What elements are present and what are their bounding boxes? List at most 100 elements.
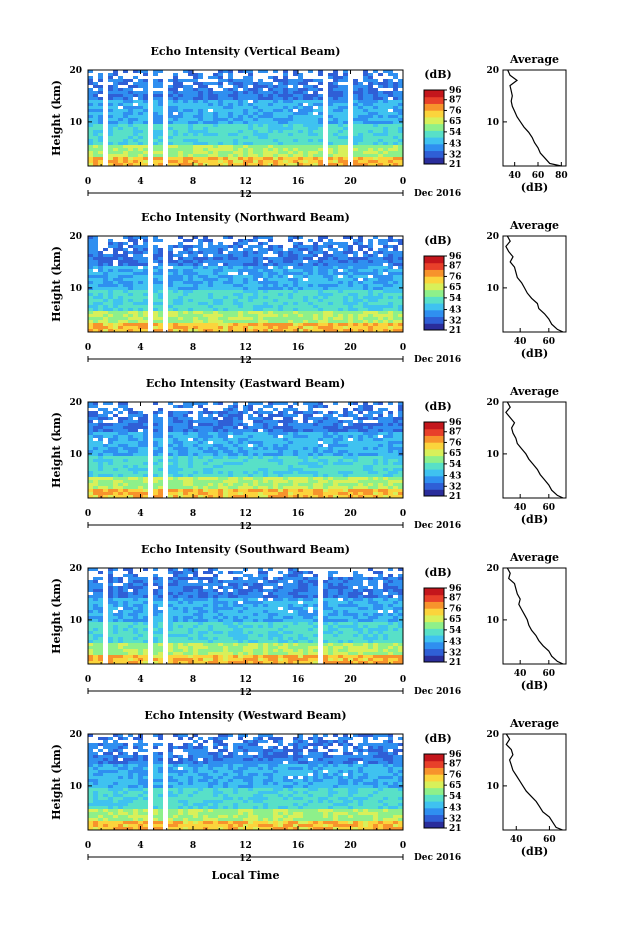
heatmap-cell xyxy=(338,97,343,100)
heatmap-cell xyxy=(248,118,253,121)
heatmap-cell xyxy=(328,94,333,97)
heatmap-cell xyxy=(258,287,263,290)
heatmap-cell xyxy=(193,474,198,477)
heatmap-cell xyxy=(238,453,243,456)
heatmap-cell xyxy=(313,420,318,423)
heatmap-cell xyxy=(253,450,258,453)
heatmap-cell xyxy=(118,438,123,441)
heatmap-cell xyxy=(233,483,238,486)
heatmap-cell xyxy=(258,106,263,109)
heatmap-cell xyxy=(168,480,173,483)
heatmap-cell xyxy=(193,305,198,308)
heatmap-cell xyxy=(258,79,263,82)
heatmap-cell xyxy=(123,160,128,163)
heatmap-cell xyxy=(108,311,113,314)
heatmap-cell xyxy=(168,483,173,486)
heatmap-cell xyxy=(308,130,313,133)
heatmap-cell xyxy=(113,281,118,284)
heatmap-cell xyxy=(108,124,113,127)
heatmap-cell xyxy=(153,468,158,471)
heatmap-cell xyxy=(128,139,133,142)
heatmap-cell xyxy=(128,426,133,429)
heatmap-cell xyxy=(218,272,223,275)
heatmap-cell xyxy=(193,236,198,239)
heatmap-cell xyxy=(398,314,403,317)
heatmap-cell xyxy=(353,103,358,106)
heatmap-cell xyxy=(188,471,193,474)
heatmap-cell xyxy=(123,121,128,124)
heatmap-cell xyxy=(173,492,178,495)
heatmap-cell xyxy=(303,465,308,468)
heatmap-cell xyxy=(118,142,123,145)
heatmap-cell xyxy=(253,109,258,112)
heatmap-cell xyxy=(133,320,138,323)
heatmap-cell xyxy=(273,402,278,405)
heatmap-cell xyxy=(393,115,398,118)
heatmap-cell xyxy=(263,293,268,296)
heatmap-cell xyxy=(253,474,258,477)
heatmap-cell xyxy=(208,151,213,154)
heatmap-cell xyxy=(138,269,143,272)
heatmap-cell xyxy=(393,281,398,284)
heatmap-cell xyxy=(188,302,193,305)
heatmap-cell xyxy=(263,287,268,290)
heatmap-cell xyxy=(253,91,258,94)
heatmap-cell xyxy=(268,157,273,160)
heatmap-cell xyxy=(303,320,308,323)
heatmap-cell xyxy=(98,254,103,257)
heatmap-cell xyxy=(113,477,118,480)
heatmap-cell xyxy=(248,266,253,269)
heatmap-cell xyxy=(173,414,178,417)
heatmap-cell xyxy=(298,160,303,163)
heatmap-cell xyxy=(113,97,118,100)
heatmap-cell xyxy=(323,266,328,269)
heatmap-cell xyxy=(318,323,323,326)
heatmap-cell xyxy=(283,85,288,88)
heatmap-cell xyxy=(388,103,393,106)
heatmap-cell xyxy=(313,323,318,326)
heatmap-cell xyxy=(283,326,288,329)
heatmap-cell xyxy=(118,296,123,299)
heatmap-cell xyxy=(228,130,233,133)
heatmap-cell xyxy=(248,323,253,326)
heatmap-cell xyxy=(233,85,238,88)
heatmap-cell xyxy=(253,453,258,456)
heatmap-cell xyxy=(278,94,283,97)
heatmap-cell xyxy=(268,115,273,118)
heatmap-cell xyxy=(93,314,98,317)
heatmap-cell xyxy=(123,426,128,429)
heatmap-cell xyxy=(113,317,118,320)
heatmap-cell xyxy=(238,290,243,293)
heatmap-cell xyxy=(143,133,148,136)
heatmap-cell xyxy=(303,281,308,284)
heatmap-cell xyxy=(228,293,233,296)
heatmap-cell xyxy=(153,305,158,308)
heatmap-cell xyxy=(138,311,143,314)
heatmap-cell xyxy=(233,462,238,465)
heatmap-cell xyxy=(88,444,93,447)
heatmap-cell xyxy=(293,444,298,447)
heatmap-cell xyxy=(278,112,283,115)
heatmap-cell xyxy=(318,468,323,471)
heatmap-cell xyxy=(238,263,243,266)
heatmap-cell xyxy=(328,106,333,109)
heatmap-cell xyxy=(88,417,93,420)
heatmap-cell xyxy=(223,272,228,275)
heatmap-cell xyxy=(353,130,358,133)
heatmap-cell xyxy=(308,148,313,151)
heatmap-cell xyxy=(333,118,338,121)
heatmap-cell xyxy=(188,459,193,462)
heatmap-cell xyxy=(183,239,188,242)
heatmap-cell xyxy=(363,112,368,115)
heatmap-cell xyxy=(243,251,248,254)
heatmap-cell xyxy=(138,462,143,465)
heatmap-cell xyxy=(363,254,368,257)
heatmap-cell xyxy=(168,492,173,495)
heatmap-cell xyxy=(158,323,163,326)
heatmap-cell xyxy=(278,438,283,441)
heatmap-cell xyxy=(378,136,383,139)
heatmap-cell xyxy=(388,305,393,308)
heatmap-cell xyxy=(383,157,388,160)
heatmap-cell xyxy=(298,290,303,293)
heatmap-cell xyxy=(318,402,323,405)
